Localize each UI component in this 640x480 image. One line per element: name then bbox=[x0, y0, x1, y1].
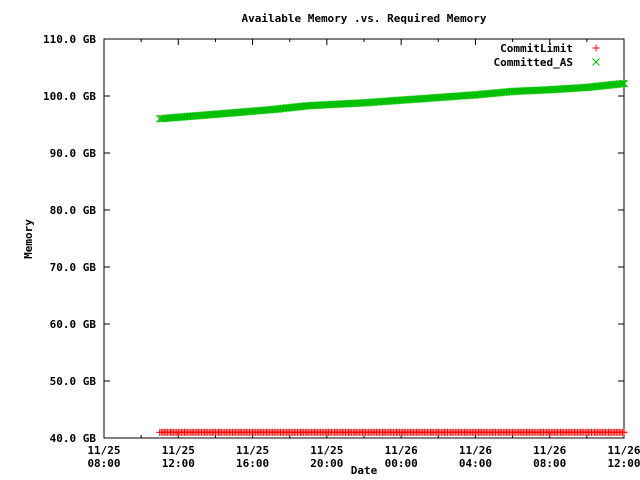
y-tick-label: 80.0 GB bbox=[50, 204, 97, 217]
x-tick-time: 12:00 bbox=[607, 457, 640, 470]
data-marker bbox=[620, 79, 628, 88]
x-tick-time: 04:00 bbox=[459, 457, 492, 470]
y-tick-label: 40.0 GB bbox=[50, 432, 97, 445]
x-tick-time: 12:00 bbox=[162, 457, 195, 470]
x-tick-date: 11/25 bbox=[162, 444, 195, 457]
x-tick-date: 11/26 bbox=[607, 444, 640, 457]
y-tick-label: 70.0 GB bbox=[50, 261, 97, 274]
x-tick-time: 20:00 bbox=[310, 457, 343, 470]
x-tick-time: 08:00 bbox=[87, 457, 120, 470]
x-tick-time: 16:00 bbox=[236, 457, 269, 470]
y-axis: 40.0 GB 50.0 GB 60.0 GB 70.0 GB 80.0 GB 90.0 … bbox=[43, 33, 624, 445]
x-axis-label: Date bbox=[351, 464, 378, 477]
legend-label: CommitLimit bbox=[500, 42, 573, 55]
y-tick-label: 60.0 GB bbox=[50, 318, 97, 331]
data-marker bbox=[618, 79, 627, 88]
chart-title: Available Memory .vs. Required Memory bbox=[241, 12, 486, 25]
y-tick-label: 100.0 GB bbox=[43, 90, 96, 103]
series-Committed_AS bbox=[155, 79, 628, 123]
y-tick-label: 110.0 GB bbox=[43, 33, 96, 46]
x-tick-date: 11/25 bbox=[236, 444, 269, 457]
legend-label: Committed_AS bbox=[494, 56, 573, 69]
x-tick-date: 11/25 bbox=[87, 444, 120, 457]
y-axis-label: Memory bbox=[22, 219, 35, 259]
y-tick-label: 50.0 GB bbox=[50, 375, 97, 388]
x-tick-date: 11/26 bbox=[385, 444, 418, 457]
series-CommitLimit bbox=[156, 428, 628, 436]
x-axis: 11/2508:0011/2512:0011/2516:0011/2520:00… bbox=[87, 39, 640, 470]
series-layer bbox=[155, 79, 628, 436]
x-tick-date: 11/26 bbox=[459, 444, 492, 457]
x-tick-time: 00:00 bbox=[385, 457, 418, 470]
legend-marker bbox=[592, 58, 600, 66]
y-tick-label: 90.0 GB bbox=[50, 147, 97, 160]
data-marker bbox=[617, 79, 625, 88]
data-marker bbox=[620, 428, 628, 436]
x-tick-time: 08:00 bbox=[533, 457, 566, 470]
legend-marker bbox=[592, 44, 600, 52]
x-tick-date: 11/26 bbox=[533, 444, 566, 457]
x-tick-date: 11/25 bbox=[310, 444, 343, 457]
